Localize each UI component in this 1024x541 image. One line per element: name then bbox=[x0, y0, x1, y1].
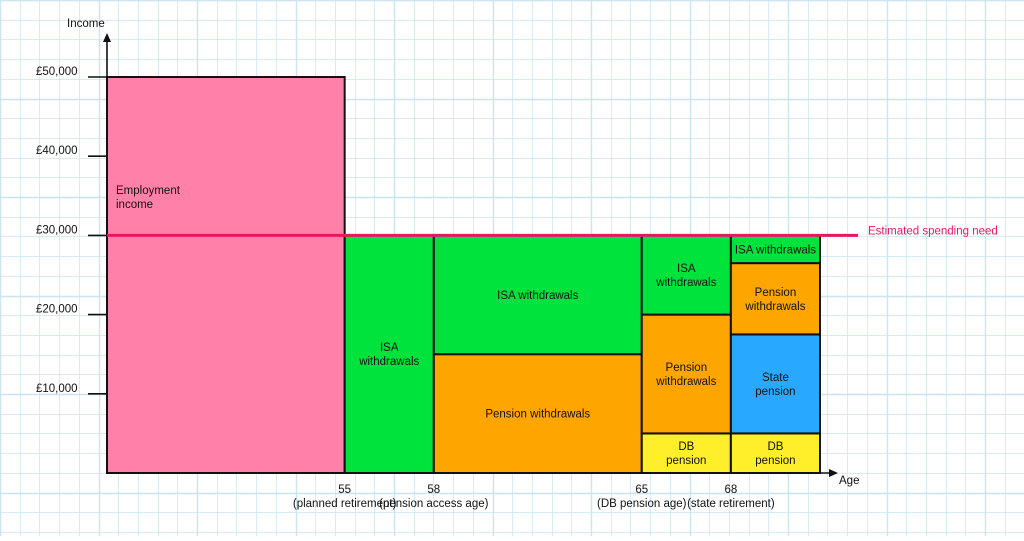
y-axis-title: Income bbox=[67, 18, 105, 30]
x-tick-label: 55 bbox=[338, 484, 351, 496]
segment-label-db-65-68: DB pension bbox=[666, 441, 706, 467]
segment-label-pension-58-65: Pension withdrawals bbox=[485, 409, 590, 421]
bar-pension-65-68 bbox=[640, 313, 732, 435]
x-tick-sublabel: (state retirement) bbox=[687, 498, 775, 510]
segment-pension-65-68: Pension withdrawals bbox=[640, 313, 732, 435]
x-tick-label: 65 bbox=[635, 484, 648, 496]
x-axis-title: Age bbox=[839, 475, 859, 487]
annotation-layer: Estimated spending need bbox=[107, 225, 998, 237]
segment-label-isa-68-71: ISA withdrawals bbox=[735, 244, 816, 256]
y-tick-label: £30,000 bbox=[36, 224, 78, 236]
x-tick-sublabel: (planned retirement) bbox=[293, 498, 397, 510]
y-tick-label: £50,000 bbox=[36, 66, 78, 78]
segment-db-68-71: DB pension bbox=[729, 432, 821, 474]
segment-label-db-68-71: DB pension bbox=[755, 441, 795, 467]
spending-need-label: Estimated spending need bbox=[868, 225, 998, 237]
x-tick-sublabel: (pension access age) bbox=[379, 498, 488, 510]
segment-isa-58-65: ISA withdrawals bbox=[432, 234, 643, 356]
segment-layer: Employment income ISA withdrawals Pension wi… bbox=[106, 76, 821, 475]
y-axis-arrow-icon bbox=[103, 33, 111, 42]
segment-isa-65-68: ISA withdrawals bbox=[640, 234, 732, 316]
segment-label-state-68-71: State pension bbox=[755, 372, 795, 398]
y-tick-label: £20,000 bbox=[36, 304, 78, 316]
bar-employment bbox=[106, 76, 346, 474]
bar-isa-58-65 bbox=[432, 234, 643, 356]
x-tick-label: 68 bbox=[724, 484, 737, 496]
bar-state-68-71 bbox=[729, 333, 821, 435]
segment-label-isa-65-68: ISA withdrawals bbox=[655, 263, 716, 289]
bar-pension-68-71 bbox=[729, 262, 821, 336]
x-tick-label: 58 bbox=[427, 484, 440, 496]
segment-label-pension-65-68: Pension withdrawals bbox=[655, 362, 716, 388]
segment-label-employment: Employment income bbox=[116, 185, 181, 211]
segment-isa-68-71: ISA withdrawals bbox=[729, 234, 821, 265]
segment-state-68-71: State pension bbox=[729, 333, 821, 435]
bar-isa-65-68 bbox=[640, 234, 732, 316]
segment-pension-58-65: Pension withdrawals bbox=[432, 353, 643, 475]
segment-label-isa-55-58: ISA withdrawals bbox=[358, 342, 419, 368]
x-axis-arrow-icon bbox=[829, 469, 838, 477]
segment-label-pension-68-71: Pension withdrawals bbox=[744, 287, 805, 313]
y-tick-label: £10,000 bbox=[36, 383, 78, 395]
bar-db-68-71 bbox=[729, 432, 821, 474]
segment-employment: Employment income bbox=[106, 76, 346, 474]
segment-label-isa-58-65: ISA withdrawals bbox=[497, 290, 578, 302]
y-tick-label: £40,000 bbox=[36, 145, 78, 157]
segment-isa-55-58: ISA withdrawals bbox=[343, 234, 435, 474]
x-tick-sublabel: (DB pension age) bbox=[597, 498, 687, 510]
segment-db-65-68: DB pension bbox=[640, 432, 732, 474]
axis-layer: Income Age £10,000 £20,000 £30,000 £40,000 £50… bbox=[36, 18, 859, 510]
segment-pension-68-71: Pension withdrawals bbox=[729, 262, 821, 336]
